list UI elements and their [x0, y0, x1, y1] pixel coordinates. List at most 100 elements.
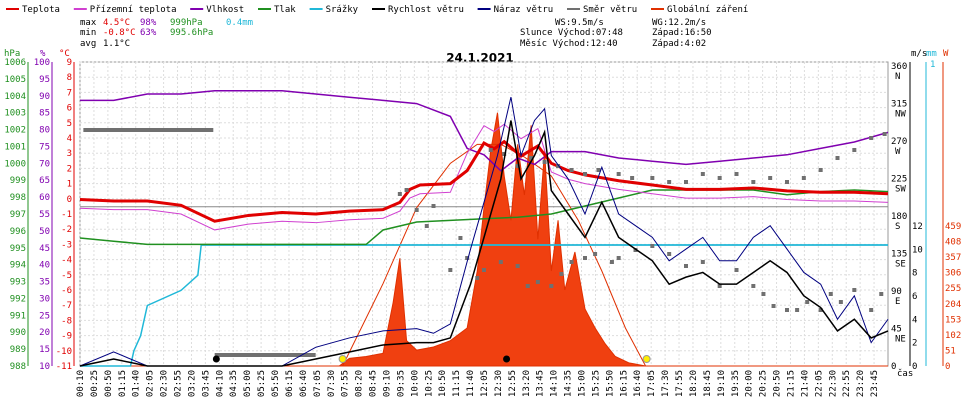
tick-hpa-2: 1004 [4, 92, 26, 102]
tick-c-10: -1 [61, 210, 72, 220]
tick-x-15: 06:15 [285, 370, 295, 397]
dir-point-42 [805, 300, 810, 304]
tick-dirname-7: NE [895, 335, 906, 345]
dir-point-16 [465, 256, 470, 260]
stat-min-label: min [80, 28, 96, 38]
tick-x-42: 17:30 [661, 370, 671, 397]
tick-dirname-3: SW [895, 185, 906, 195]
dir-point2-23 [852, 148, 857, 152]
tick-x-6: 02:30 [160, 370, 170, 397]
dir-point2-8 [596, 168, 601, 172]
stat-min-hum: 63% [140, 28, 157, 38]
dir-point-15 [458, 236, 463, 240]
tick-pct-12: 40 [39, 261, 50, 271]
tick-dir-5: 135 [891, 250, 907, 260]
calm-bar [214, 353, 316, 357]
dir-point2-11 [650, 176, 655, 180]
tick-x-18: 07:30 [327, 370, 337, 397]
tick-hpa-13: 993 [10, 278, 26, 288]
dir-point2-6 [569, 168, 574, 172]
dir-point-22 [535, 280, 540, 284]
tick-c-1: 8 [67, 73, 72, 83]
axis-title-pct: % [40, 49, 46, 59]
moonset-marker [212, 355, 220, 363]
tick-w-7: 102 [945, 331, 961, 341]
info-sun: Slunce Východ:07:48 [520, 28, 623, 38]
stat-max-temp: 4.5°C [103, 18, 130, 28]
tick-pct-16: 20 [39, 328, 50, 338]
tick-ms-1: 10 [912, 245, 923, 255]
info-wg: WG:12.2m/s [652, 18, 706, 28]
tick-dir-0: 360 [891, 62, 907, 72]
tick-x-47: 19:35 [731, 370, 741, 397]
dir-point2-3 [529, 156, 534, 160]
tick-x-22: 09:10 [382, 370, 392, 397]
dir-point2-1 [502, 152, 507, 156]
dir-point-10 [404, 188, 409, 192]
tick-x-33: 13:45 [536, 370, 546, 397]
axis-title-ms: m/s [911, 49, 927, 59]
tick-pct-0: 100 [34, 58, 50, 68]
tick-dirname-2: W [895, 147, 901, 157]
tick-x-20: 08:20 [355, 370, 365, 397]
dir-point2-20 [801, 176, 806, 180]
tick-dirname-5: SE [895, 260, 906, 270]
tick-x-41: 17:05 [647, 370, 657, 397]
tick-x-49: 20:25 [759, 370, 769, 397]
axis-title-c: °C [59, 49, 70, 59]
tick-pct-5: 75 [39, 142, 50, 152]
tick-x-8: 03:20 [187, 370, 197, 397]
dir-point-44 [828, 292, 833, 296]
dir-point2-12 [667, 180, 672, 184]
tick-w-4: 255 [945, 284, 961, 294]
tick-hpa-5: 1001 [4, 142, 26, 152]
tick-x-37: 15:25 [591, 370, 601, 397]
moonrise-marker [503, 355, 511, 363]
tick-hpa-7: 999 [10, 176, 26, 186]
tick-pct-1: 95 [39, 75, 50, 85]
plot-area [79, 61, 889, 367]
dir-point-14 [448, 268, 453, 272]
dir-point-33 [684, 264, 688, 268]
dir-point-37 [751, 284, 756, 288]
dir-point-29 [616, 256, 621, 260]
tick-x-9: 03:45 [201, 370, 211, 397]
tick-c-17: -8 [61, 316, 72, 326]
tick-pct-7: 65 [39, 176, 50, 186]
dir-point-31 [650, 244, 655, 248]
legend-label-dir: Směr větru [583, 5, 637, 15]
tick-c-20: -11 [56, 362, 72, 372]
pressure-line [79, 189, 889, 246]
tick-x-13: 05:25 [257, 370, 267, 397]
dir-point2-21 [818, 168, 823, 172]
tick-pct-13: 35 [39, 278, 50, 288]
dir-point2-5 [556, 164, 561, 168]
dir-point2-9 [616, 172, 621, 176]
tick-x-16: 06:40 [299, 370, 309, 397]
tick-x-17: 07:05 [313, 370, 323, 397]
tick-ms-4: 4 [912, 315, 917, 325]
wind-line [79, 120, 889, 367]
tick-c-0: 9 [67, 58, 72, 68]
stat-max-rain: 0.4mm [226, 18, 253, 28]
rain-line [80, 244, 888, 367]
tick-dirname-4: S [895, 222, 900, 232]
tick-x-25: 10:25 [424, 370, 434, 397]
tick-x-39: 16:15 [619, 370, 629, 397]
legend-label-press: Tlak [274, 5, 296, 15]
tick-c-8: 1 [67, 180, 72, 190]
tick-x-11: 04:35 [229, 370, 239, 397]
dir-point2-13 [684, 180, 688, 184]
tick-dirname-6: E [895, 297, 900, 307]
tick-hpa-3: 1003 [4, 109, 26, 119]
tick-x-12: 05:00 [243, 370, 253, 397]
tick-hpa-4: 1002 [4, 126, 26, 136]
tick-x-53: 22:05 [814, 370, 824, 397]
dir-point-23 [549, 284, 554, 288]
tick-pct-2: 90 [39, 92, 50, 102]
tick-x-4: 01:40 [132, 370, 142, 397]
stat-avg-temp: 1.1°C [103, 39, 130, 49]
tick-hpa-11: 995 [10, 244, 26, 254]
tick-x-36: 15:00 [578, 370, 588, 397]
